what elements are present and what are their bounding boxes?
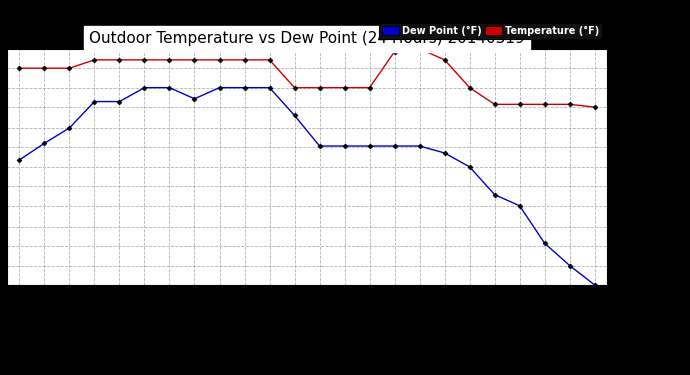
Title: Outdoor Temperature vs Dew Point (24 Hours) 20140319: Outdoor Temperature vs Dew Point (24 Hou… — [89, 31, 525, 46]
Legend: Dew Point (°F), Temperature (°F): Dew Point (°F), Temperature (°F) — [379, 23, 602, 39]
Text: Copyright 2014 Cartronics.com: Copyright 2014 Cartronics.com — [7, 36, 177, 46]
